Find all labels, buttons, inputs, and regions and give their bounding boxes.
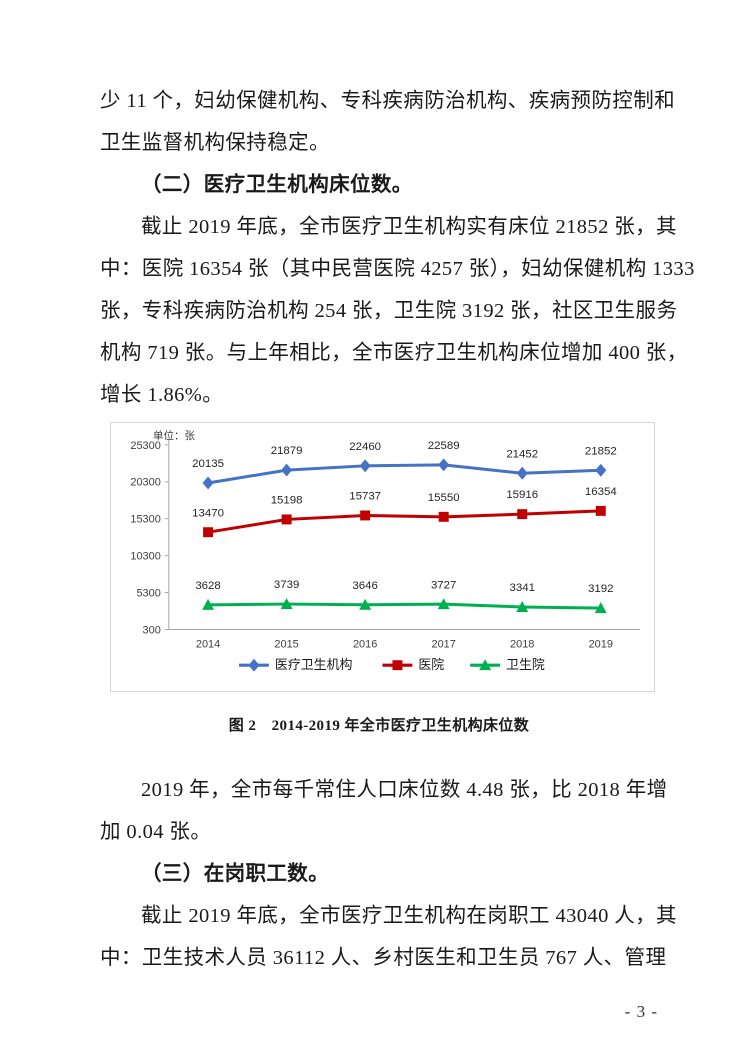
y-axis-tick-label: 15300 [130, 514, 160, 526]
data-point-marker [594, 602, 607, 614]
legend-marker [248, 658, 260, 672]
data-point-label: 15550 [428, 492, 460, 504]
line-chart: 300 5300 10300 15300 20300 25300 2014 2015 2016 2… [130, 438, 641, 672]
y-axis-tick-label: 25300 [130, 440, 160, 452]
paragraph-line: 增长 1.86%。 [100, 384, 224, 406]
data-point-marker [202, 598, 215, 610]
x-axis-tick-label: 2019 [589, 638, 613, 650]
data-point-label: 22460 [349, 441, 381, 453]
data-point-label: 3192 [588, 583, 613, 595]
legend-label: 医院 [418, 657, 444, 672]
x-axis-tick-label: 2017 [432, 638, 456, 650]
paragraph-line: 中：卫生技术人员 36112 人、乡村医生和卫生员 767 人、管理 [100, 947, 667, 969]
paragraph-line: 2019 年，全市每千常住人口床位数 4.48 张，比 2018 年增 [141, 779, 668, 801]
y-axis-tick-label: 10300 [130, 551, 160, 563]
section-heading-2: （二）医疗卫生机构床位数。 [141, 174, 413, 196]
data-point-label: 21879 [271, 445, 303, 457]
data-point-marker [437, 598, 450, 610]
y-axis-tick-label: 300 [143, 624, 161, 636]
data-point-marker [359, 459, 371, 473]
chart-container: 单位：张 300 5300 10300 15300 20300 25300 2014 2015… [110, 422, 655, 692]
data-point-label: 15198 [271, 495, 303, 507]
x-axis-tick-label: 2018 [510, 638, 534, 650]
legend-marker [392, 660, 403, 671]
y-axis-tick-label: 5300 [136, 588, 160, 600]
data-point-marker [438, 511, 449, 522]
legend-label: 卫生院 [506, 657, 545, 672]
y-axis-tick-label: 20300 [130, 477, 160, 489]
x-axis-tick-label: 2016 [353, 638, 377, 650]
paragraph-line: 卫生监督机构保持稳定。 [100, 132, 330, 154]
page-number: - 3 - [624, 1002, 658, 1021]
legend-item[interactable]: 医院 [382, 657, 445, 672]
legend-label: 医疗卫生机构 [275, 657, 353, 672]
section-heading-3: （三）在岗职工数。 [141, 863, 330, 885]
legend-item[interactable]: 卫生院 [470, 657, 545, 672]
data-point-marker [203, 527, 214, 538]
data-point-label: 22589 [428, 440, 460, 452]
data-point-label: 3628 [195, 580, 220, 592]
data-point-marker [281, 463, 293, 477]
data-point-label: 3646 [352, 580, 377, 592]
data-point-label: 21852 [585, 445, 617, 457]
paragraph-line: 截止 2019 年底，全市医疗卫生机构实有床位 21852 张，其 [141, 216, 677, 238]
figure-caption: 图 2 2014-2019 年全市医疗卫生机构床位数 [228, 718, 530, 734]
data-point-marker [438, 458, 450, 472]
paragraph-line: 少 11 个，妇幼保健机构、专科疾病防治机构、疾病预防控制和 [100, 90, 675, 112]
data-point-marker [516, 601, 529, 612]
data-point-label: 3341 [510, 582, 535, 594]
chart-series: 13470 15198 15737 15550 15916 16354 [192, 486, 617, 538]
chart-series: 20135 21879 22460 22589 21452 21852 [192, 440, 617, 490]
paragraph-line: 中：医院 16354 张（其中民营医院 4257 张），妇幼保健机构 1333 [100, 258, 695, 280]
x-axis-tick-label: 2015 [274, 638, 298, 650]
data-point-marker [359, 598, 372, 610]
legend-item[interactable]: 医疗卫生机构 [239, 657, 353, 672]
data-point-marker [595, 505, 606, 516]
paragraph-line: 加 0.04 张。 [100, 821, 212, 843]
data-point-label: 3739 [274, 579, 299, 591]
data-point-label: 16354 [585, 486, 617, 498]
data-point-marker [516, 466, 528, 480]
legend-marker [479, 659, 492, 671]
chart-unit-label: 单位：张 [153, 430, 195, 442]
figure-2: 单位：张 300 5300 10300 15300 20300 25300 2014 2015… [100, 422, 658, 735]
data-point-label: 15737 [349, 491, 381, 503]
data-point-label: 21452 [506, 448, 538, 460]
chart-series: 3628 3739 3646 3727 3341 3192 [195, 579, 614, 614]
spacer [100, 735, 658, 769]
data-point-marker [280, 598, 293, 610]
data-point-label: 20135 [192, 458, 224, 470]
data-point-label: 13470 [192, 507, 224, 519]
paragraph-line: 张，专科疾病防治机构 254 张，卫生院 3192 张，社区卫生服务 [100, 300, 678, 322]
x-axis-tick-label: 2014 [196, 638, 220, 650]
data-point-label: 15916 [506, 489, 538, 501]
data-point-marker [517, 509, 528, 520]
paragraph-line: 机构 719 张。与上年相比，全市医疗卫生机构床位增加 400 张， [100, 342, 688, 364]
data-point-marker [595, 463, 607, 477]
data-point-marker [202, 476, 214, 490]
data-point-marker [281, 514, 292, 525]
data-point-label: 3727 [431, 579, 456, 591]
paragraph-line: 截止 2019 年底，全市医疗卫生机构在岗职工 43040 人，其 [141, 905, 677, 927]
data-point-marker [360, 510, 371, 521]
